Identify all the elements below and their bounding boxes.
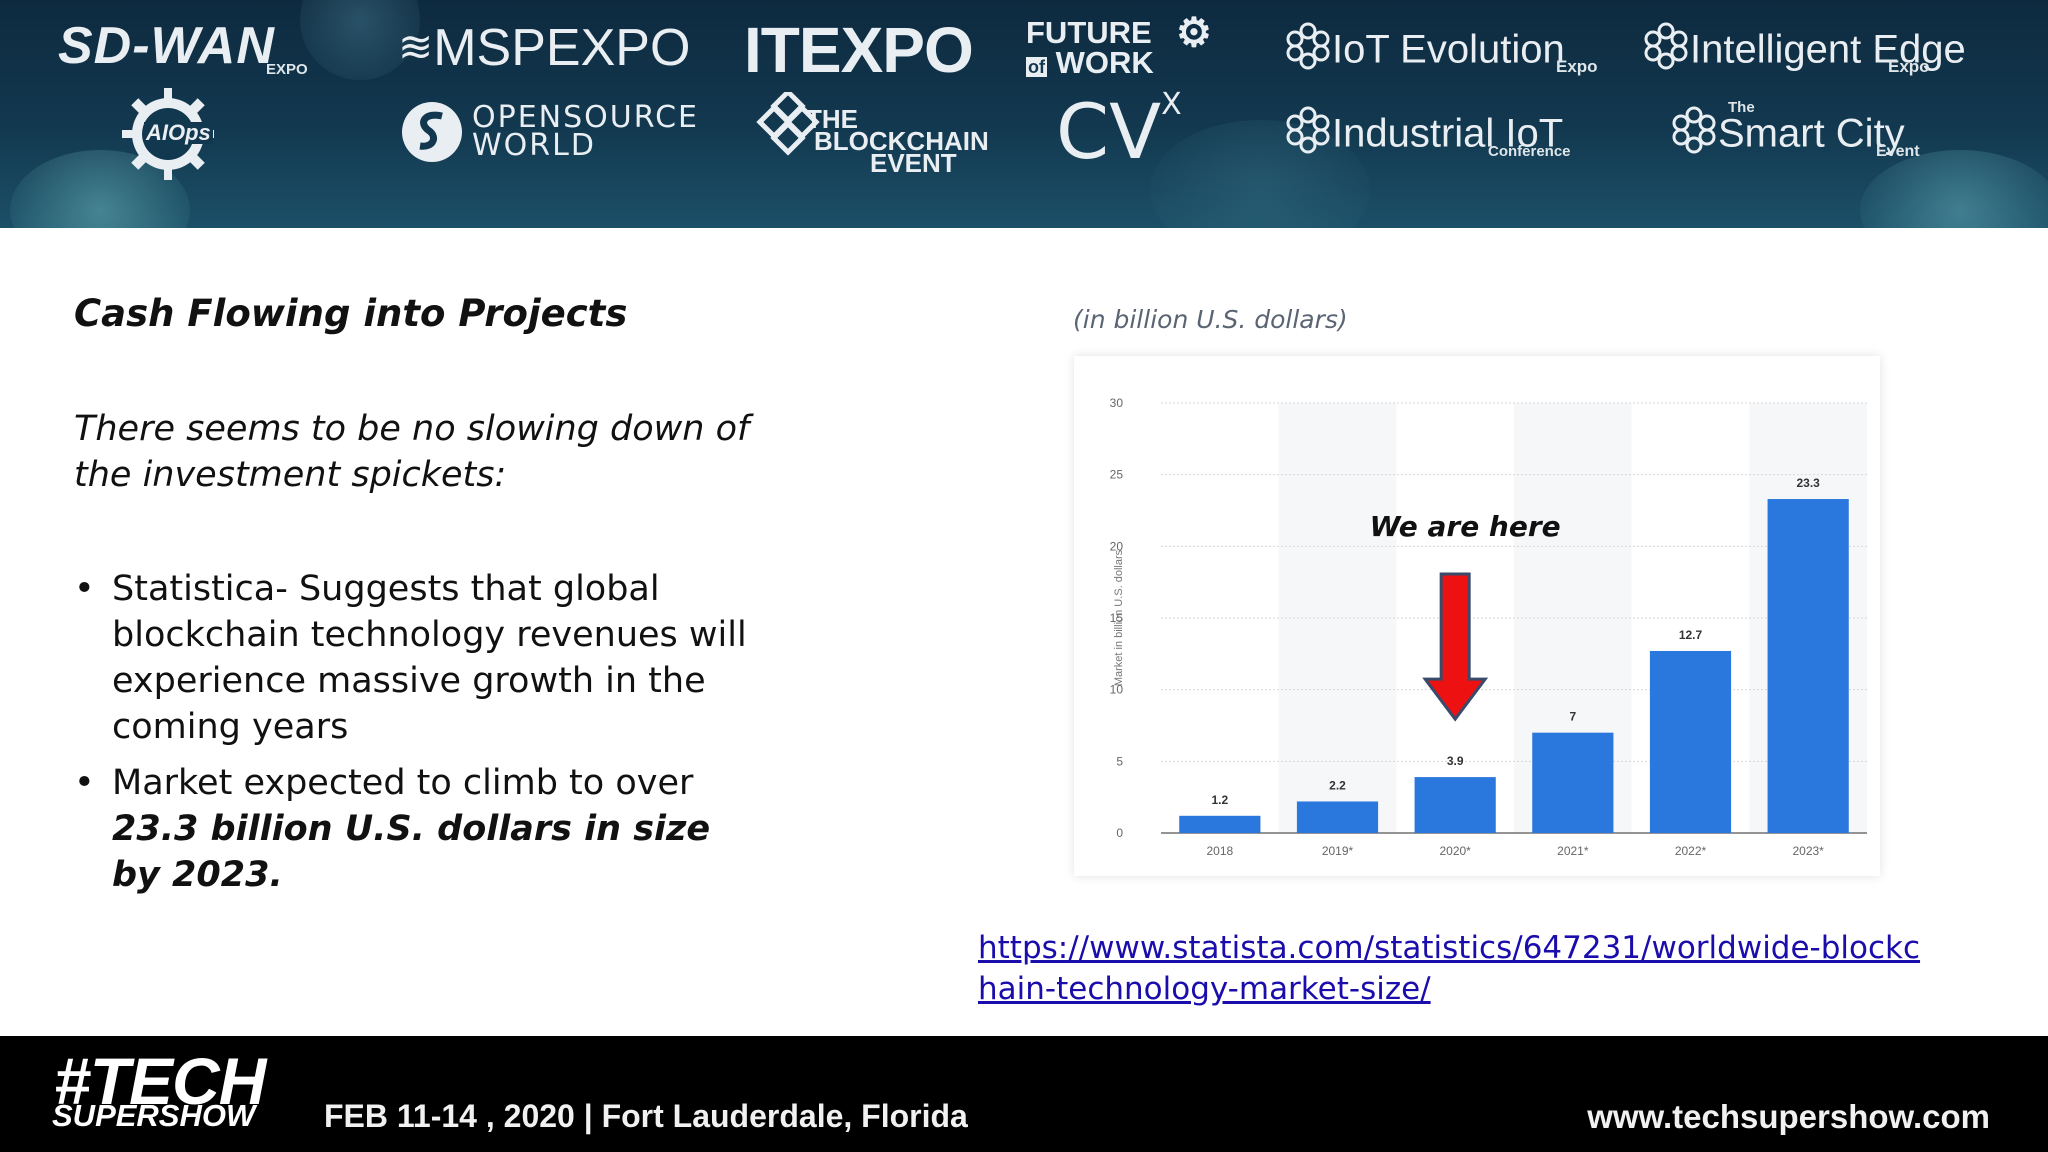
logo-cvx: CVX xyxy=(1056,86,1182,176)
y-tick-label: 5 xyxy=(1116,754,1123,768)
y-axis-label: Market in billion U.S. dollars xyxy=(1113,549,1125,686)
x-tick-label: 2019* xyxy=(1322,844,1354,858)
robot-arm-icon: ⚙ xyxy=(1176,11,1212,55)
globe-icon: ≋ xyxy=(398,23,434,70)
hex-ring-icon xyxy=(1284,22,1332,77)
logo-itexpo: ITEXPO xyxy=(744,14,974,86)
footer-bar xyxy=(0,1036,2048,1152)
sponsor-banner: SD-WAN EXPO ≋MSPEXPO ITEXPO FUTURE of WO… xyxy=(0,0,2048,228)
x-tick-label: 2018 xyxy=(1206,844,1233,858)
event-info: FEB 11-14 , 2020 | Fort Lauderdale, Flor… xyxy=(324,1098,968,1134)
slide-heading: Cash Flowing into Projects xyxy=(74,292,628,335)
y-tick-label: 25 xyxy=(1110,468,1124,482)
bar-value-label: 12.7 xyxy=(1679,628,1703,642)
bar-chart: 0 5 10 15 20 25 30 Market in billion U.S. dolla… xyxy=(1110,396,1867,858)
logo-iot-evolution: IoT Evolution Expo xyxy=(1284,22,1598,77)
bar xyxy=(1296,801,1379,833)
bar-value-label: 3.9 xyxy=(1447,754,1464,768)
y-tick-label: 10 xyxy=(1110,683,1124,697)
bar-value-label: 2.2 xyxy=(1329,778,1346,792)
down-arrow-icon xyxy=(1422,572,1489,722)
annotation-text: We are here xyxy=(1370,510,1561,543)
y-tick-label: 15 xyxy=(1110,611,1124,625)
y-tick-label: 30 xyxy=(1110,396,1124,410)
logo-future-of-work: FUTURE of WORK ⚙ xyxy=(1026,11,1212,80)
y-tick-label: 0 xyxy=(1116,826,1123,840)
hex-ring-icon xyxy=(1284,106,1332,161)
intro-text: There seems to be no slowing down of the… xyxy=(74,409,750,495)
logo-sdwan: SD-WAN EXPO xyxy=(58,17,308,78)
s-swirl-icon xyxy=(402,102,462,162)
hex-ring-icon xyxy=(1670,106,1718,161)
footer-brand: #TECH xyxy=(54,1044,266,1118)
logo-mspexpo: ≋MSPEXPO xyxy=(398,19,691,77)
footer-website: www.techsupershow.com xyxy=(1587,1098,1990,1135)
bar xyxy=(1414,777,1496,833)
bar xyxy=(1532,732,1614,833)
logo-aiops: AIOps xyxy=(108,86,228,186)
chart-subtitle: (in billion U.S. dollars) xyxy=(1073,305,1348,334)
x-tick-label: 2023* xyxy=(1792,844,1824,858)
logo-smart-city: Smart City The Event xyxy=(1670,100,1920,161)
footer-brand-sub: SUPERSHOW xyxy=(52,1098,256,1133)
bar-value-label: 1.2 xyxy=(1211,793,1228,807)
logo-intelligent-edge: Intelligent Edge Expo xyxy=(1642,22,1966,77)
x-tick-label: 2022* xyxy=(1675,844,1707,858)
bar-value-label: 7 xyxy=(1569,710,1576,724)
bullet-dot-icon: • xyxy=(74,763,95,803)
x-tick-label: 2021* xyxy=(1557,844,1589,858)
y-tick-label: 20 xyxy=(1110,539,1124,553)
bar-value-label: 23.3 xyxy=(1796,476,1820,490)
bar xyxy=(1179,815,1261,833)
bar xyxy=(1649,650,1732,833)
x-tick-label: 2020* xyxy=(1439,844,1471,858)
bullet-dot-icon: • xyxy=(74,569,95,609)
hex-ring-icon xyxy=(1642,22,1690,77)
blockchain-icon xyxy=(756,92,820,156)
logo-industrial-iot: Industrial IoT Conference xyxy=(1284,106,1571,161)
bar xyxy=(1767,499,1849,833)
source-link[interactable]: https://www.statista.com/statistics/6472… xyxy=(978,930,1921,1007)
